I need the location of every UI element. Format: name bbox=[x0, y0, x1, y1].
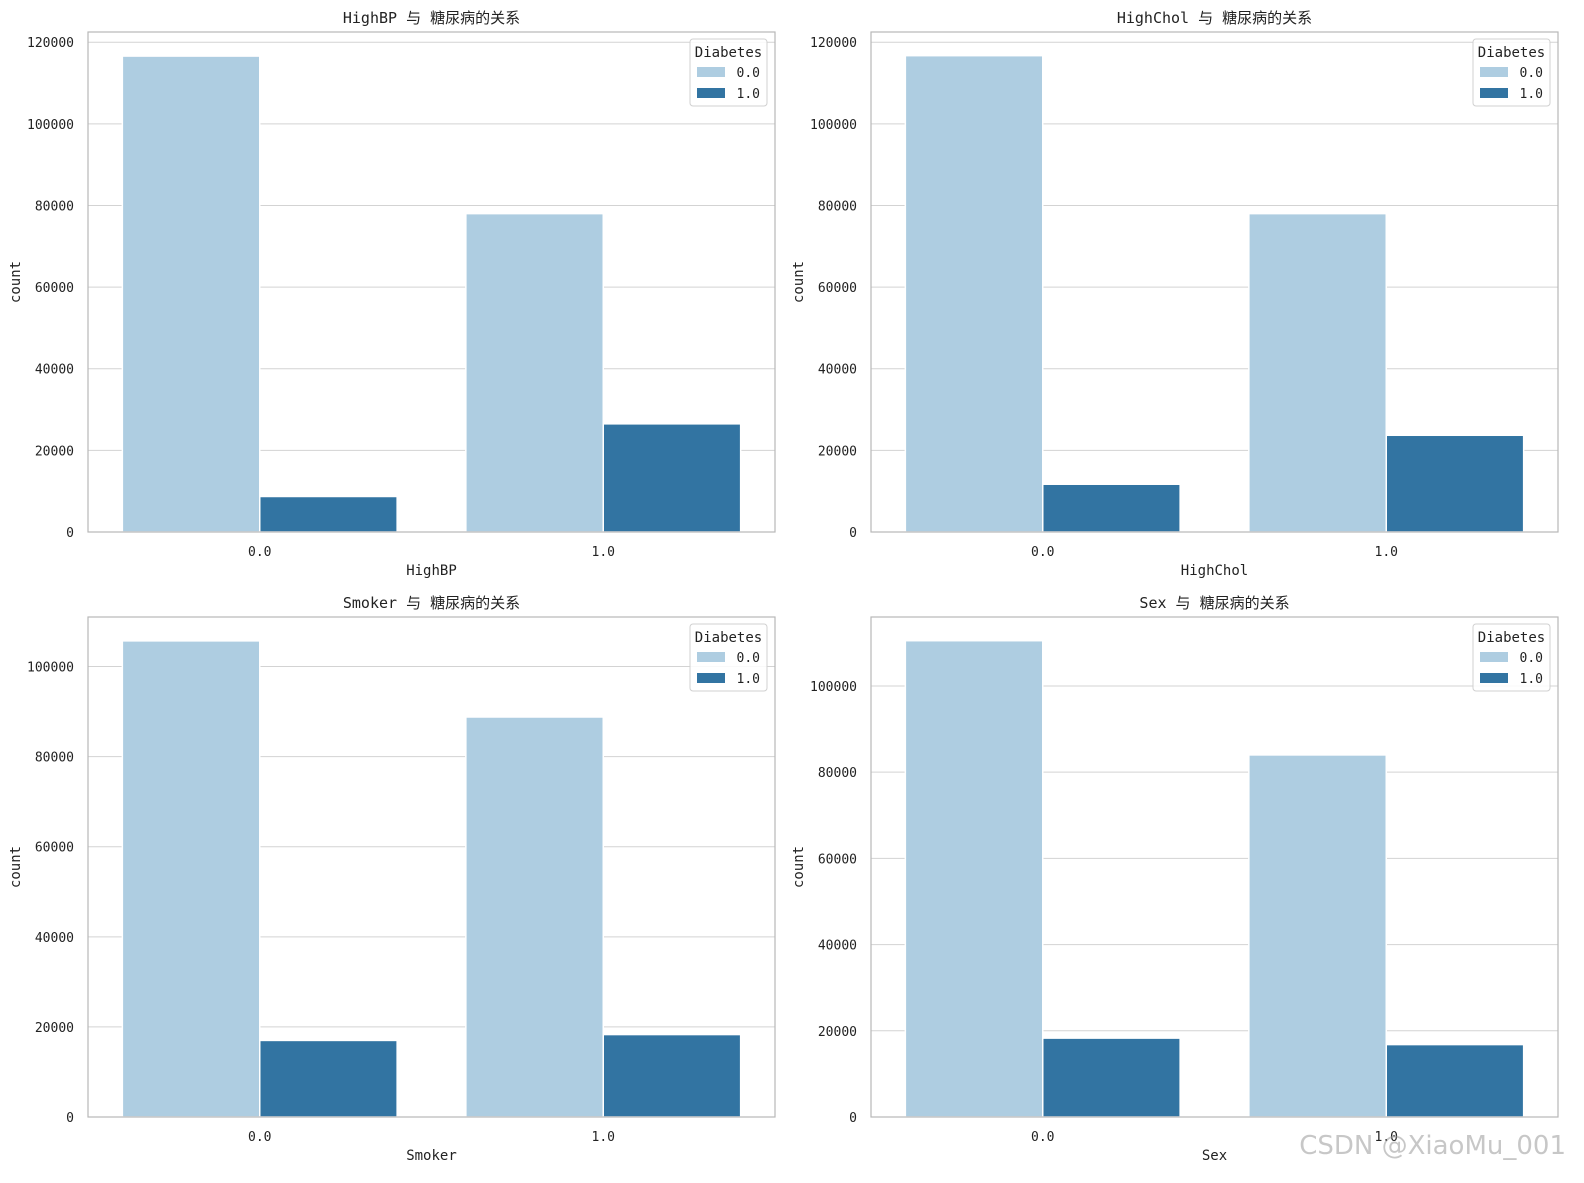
y-tick-label: 0 bbox=[849, 1111, 857, 1126]
legend: Diabetes 0.0 1.0 bbox=[1472, 623, 1551, 692]
y-tick-label: 120000 bbox=[27, 36, 74, 51]
chart-title: HighBP 与 糖尿病的关系 bbox=[343, 9, 520, 27]
bar-diabetes-0-cat-0.0 bbox=[904, 54, 1044, 533]
x-tick-label: 0.0 bbox=[1031, 545, 1054, 560]
y-tick-label: 20000 bbox=[35, 1021, 74, 1036]
bar-diabetes-0-cat-0.0 bbox=[121, 55, 261, 533]
bar-diabetes-1-cat-0.0 bbox=[1042, 1037, 1181, 1118]
bar-diabetes-0-cat-1.0 bbox=[1248, 212, 1387, 533]
legend-swatch bbox=[1480, 67, 1508, 77]
y-tick-label: 60000 bbox=[35, 281, 74, 296]
y-tick-label: 100000 bbox=[810, 680, 857, 695]
y-tick-label: 100000 bbox=[810, 118, 857, 133]
legend-swatch bbox=[697, 673, 725, 683]
y-tick-label: 80000 bbox=[818, 766, 857, 781]
y-tick-label: 40000 bbox=[818, 939, 857, 954]
legend-title: Diabetes bbox=[695, 630, 762, 646]
y-tick-label: 40000 bbox=[35, 363, 74, 378]
legend-swatch bbox=[697, 652, 725, 662]
y-tick-label: 100000 bbox=[27, 661, 74, 676]
y-axis-label: count bbox=[8, 261, 24, 303]
bar-diabetes-0-cat-1.0 bbox=[1248, 754, 1387, 1118]
y-tick-label: 0 bbox=[66, 1111, 74, 1126]
chart-title: HighChol 与 糖尿病的关系 bbox=[1117, 9, 1312, 27]
x-tick-label: 1.0 bbox=[1375, 1130, 1398, 1145]
chart-panels: 0 20000 40000 60000 80000 100000 120000 0.0 1.0 H… bbox=[8, 9, 1559, 1164]
x-tick-label: 1.0 bbox=[592, 545, 615, 560]
y-tick-label: 100000 bbox=[27, 118, 74, 133]
plot-frame bbox=[87, 616, 776, 1118]
legend: Diabetes 0.0 1.0 bbox=[1472, 38, 1551, 107]
y-tick-label: 20000 bbox=[818, 444, 857, 459]
bar-diabetes-1-cat-1.0 bbox=[1385, 1043, 1525, 1118]
watermark-text: CSDN @XiaoMu_001 bbox=[1299, 1131, 1566, 1161]
bar-diabetes-1-cat-0.0 bbox=[259, 495, 398, 533]
y-axis-label: count bbox=[791, 846, 807, 888]
legend-title: Diabetes bbox=[695, 45, 762, 61]
y-tick-label: 0 bbox=[849, 526, 857, 541]
bar-diabetes-0-cat-1.0 bbox=[465, 212, 604, 533]
y-tick-label: 60000 bbox=[818, 852, 857, 867]
chart-title: Sex 与 糖尿病的关系 bbox=[1139, 594, 1289, 612]
legend: Diabetes 0.0 1.0 bbox=[689, 623, 768, 692]
x-axis-label: HighBP bbox=[406, 563, 457, 579]
bar-diabetes-1-cat-1.0 bbox=[602, 423, 742, 533]
x-tick-label: 0.0 bbox=[248, 545, 271, 560]
legend-label: 0.0 bbox=[1520, 66, 1543, 81]
x-tick-label: 0.0 bbox=[248, 1130, 271, 1145]
legend-swatch bbox=[697, 88, 725, 98]
bar-diabetes-1-cat-1.0 bbox=[602, 1033, 742, 1118]
y-tick-label: 60000 bbox=[818, 281, 857, 296]
chart-panel-1: 0 20000 40000 60000 80000 100000 120000 0.0 1.0 H… bbox=[8, 9, 776, 579]
y-tick-label: 80000 bbox=[35, 751, 74, 766]
bar-diabetes-1-cat-1.0 bbox=[1385, 434, 1525, 533]
y-tick-label: 80000 bbox=[35, 199, 74, 214]
y-tick-label: 120000 bbox=[810, 36, 857, 51]
y-tick-label: 80000 bbox=[818, 199, 857, 214]
legend-swatch bbox=[1480, 673, 1508, 683]
legend-label: 1.0 bbox=[737, 672, 760, 687]
legend-label: 0.0 bbox=[737, 66, 760, 81]
chart-title: Smoker 与 糖尿病的关系 bbox=[343, 594, 520, 612]
chart-panel-3: 0 20000 40000 60000 80000 100000 0.0 1.0 Smoker … bbox=[8, 594, 776, 1164]
legend-label: 1.0 bbox=[737, 87, 760, 102]
legend-label: 1.0 bbox=[1520, 87, 1543, 102]
legend-title: Diabetes bbox=[1478, 45, 1545, 61]
y-tick-label: 0 bbox=[66, 526, 74, 541]
y-tick-label: 20000 bbox=[818, 1025, 857, 1040]
y-axis-label: count bbox=[791, 261, 807, 303]
y-tick-label: 60000 bbox=[35, 841, 74, 856]
y-tick-label: 40000 bbox=[35, 931, 74, 946]
legend-label: 0.0 bbox=[1520, 651, 1543, 666]
plot-frame bbox=[870, 616, 1559, 1118]
legend-swatch bbox=[1480, 88, 1508, 98]
bar-diabetes-1-cat-0.0 bbox=[259, 1039, 398, 1118]
plot-frame bbox=[870, 31, 1559, 533]
bar-diabetes-0-cat-0.0 bbox=[121, 640, 261, 1118]
bar-diabetes-0-cat-0.0 bbox=[904, 639, 1044, 1118]
x-tick-label: 1.0 bbox=[592, 1130, 615, 1145]
x-tick-label: 1.0 bbox=[1375, 545, 1398, 560]
chart-panel-2: 0 20000 40000 60000 80000 100000 120000 0.0 1.0 H… bbox=[791, 9, 1559, 579]
legend-label: 0.0 bbox=[737, 651, 760, 666]
legend: Diabetes 0.0 1.0 bbox=[689, 38, 768, 107]
legend-label: 1.0 bbox=[1520, 672, 1543, 687]
x-axis-label: HighChol bbox=[1181, 563, 1248, 579]
x-axis-label: Sex bbox=[1202, 1148, 1227, 1164]
chart-panel-4: 0 20000 40000 60000 80000 100000 0.0 1.0 Sex 与 糖… bbox=[791, 594, 1559, 1164]
plot-frame bbox=[87, 31, 776, 533]
legend-swatch bbox=[1480, 652, 1508, 662]
bar-diabetes-0-cat-1.0 bbox=[465, 716, 604, 1118]
y-tick-label: 40000 bbox=[818, 363, 857, 378]
x-axis-label: Smoker bbox=[406, 1148, 457, 1164]
y-axis-label: count bbox=[8, 846, 24, 888]
legend-swatch bbox=[697, 67, 725, 77]
legend-title: Diabetes bbox=[1478, 630, 1545, 646]
y-tick-label: 20000 bbox=[35, 444, 74, 459]
x-tick-label: 0.0 bbox=[1031, 1130, 1054, 1145]
bar-diabetes-1-cat-0.0 bbox=[1042, 483, 1181, 533]
